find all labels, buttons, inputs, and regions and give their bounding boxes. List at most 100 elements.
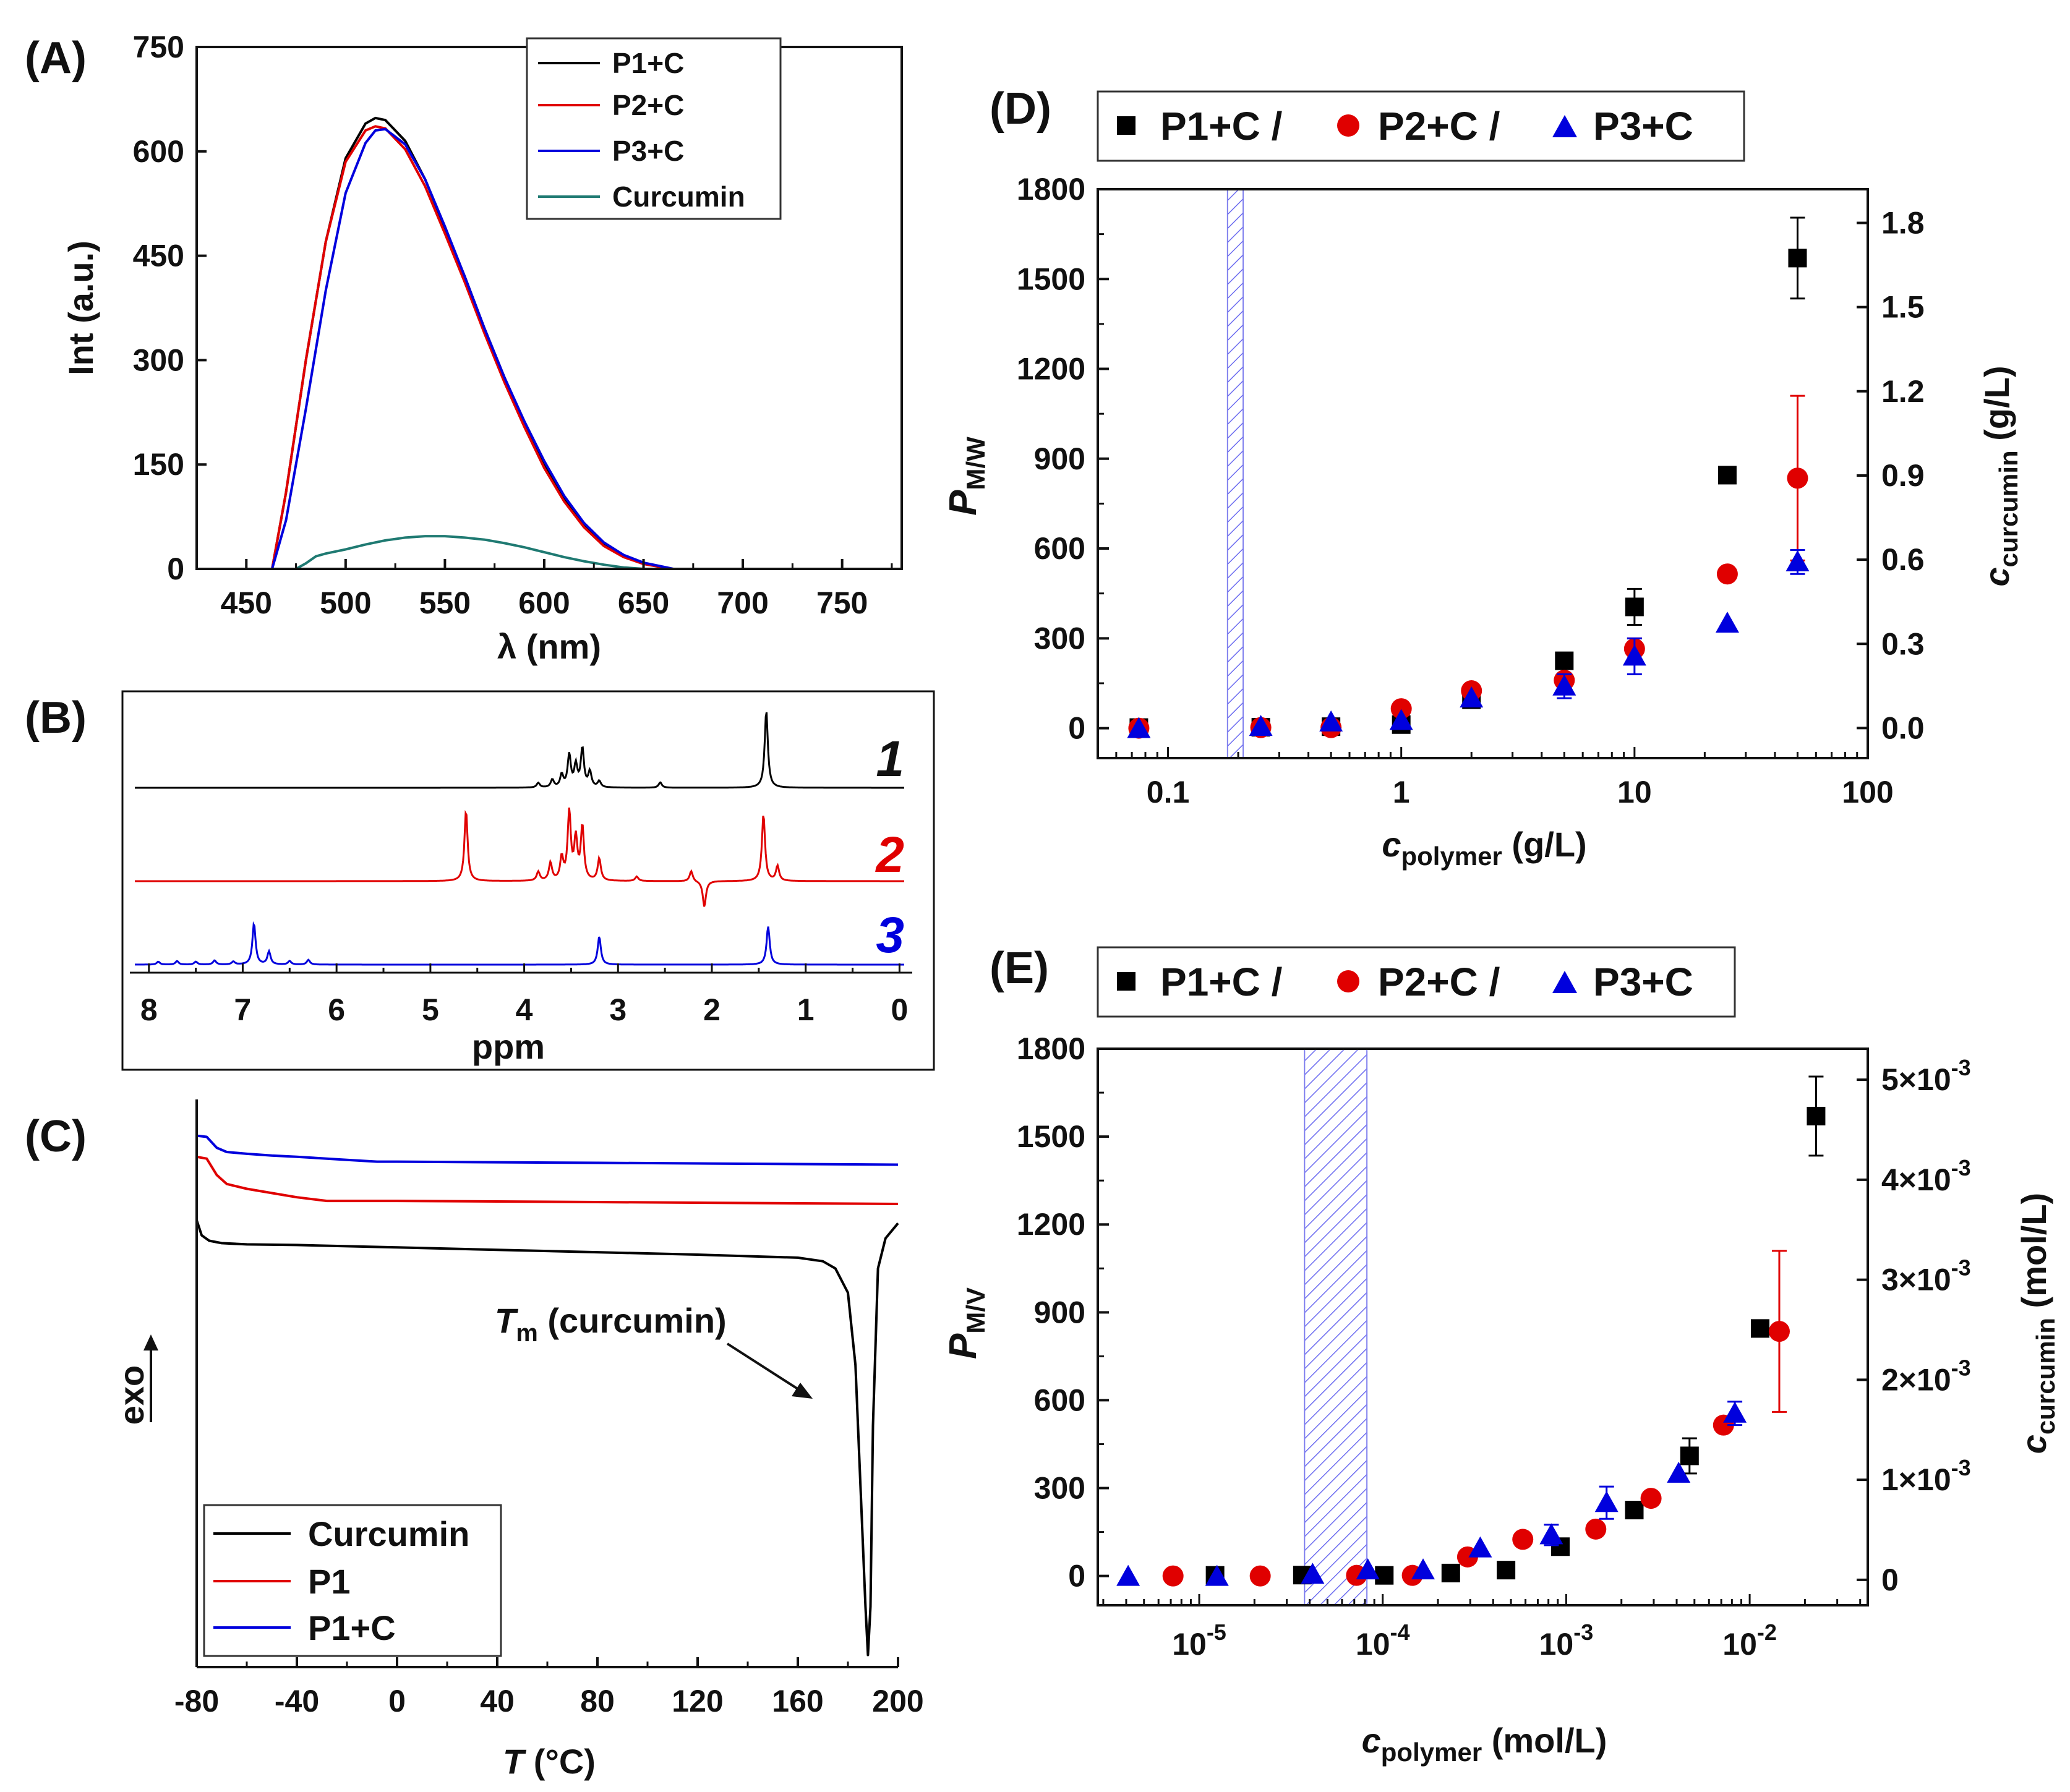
- x-tick-label: 450: [221, 586, 272, 620]
- panel-b-frame: [121, 690, 935, 1071]
- y2-tick-label: 0.3: [1881, 626, 1925, 661]
- x-tick-label: 8: [140, 992, 158, 1027]
- panel-c: (C) -80 -40 0 40 80 120 160 200 T (°C) exo Tm (…: [25, 1099, 924, 1781]
- panel-e-y-axis-label: PM/V: [942, 1287, 990, 1359]
- panel-a-legend: P1+C P2+C P3+C Curcumin: [526, 37, 782, 220]
- data-point-p3-c: [1249, 715, 1273, 736]
- legend-e-p1c: P1+C /: [1160, 960, 1283, 1004]
- x-tick-label: 100: [1842, 775, 1893, 809]
- data-point-p1-c: [1441, 1563, 1460, 1582]
- legend-marker-triangle-icon: [1552, 115, 1577, 137]
- legend-label-p1-dsc: P1: [308, 1562, 351, 1601]
- x-tick-label: 3: [609, 992, 627, 1027]
- panel-e-legend: P1+C / P2+C / P3+C: [1097, 946, 1736, 1018]
- x-tick-label: 5: [422, 992, 439, 1027]
- x-tick-label: 0: [891, 992, 909, 1027]
- dsc-line-p1-c: [196, 1134, 899, 1166]
- y2-tick-label: 0.9: [1881, 458, 1925, 493]
- y2-tick-label: 1×10-3: [1881, 1455, 1971, 1497]
- panel-a-y-axis-label: Int (a.u.): [61, 241, 100, 375]
- data-point-p3-c: [1319, 710, 1343, 732]
- data-point-p3-c: [1389, 709, 1413, 730]
- x-tick-label: 500: [320, 586, 371, 620]
- panel-d-x-axis-label: cpolymer (g/L): [1382, 825, 1586, 871]
- panel-c-ticks: -80 -40 0 40 80 120 160 200: [174, 1657, 924, 1718]
- data-point-p2-c: [1585, 1518, 1607, 1540]
- data-point-p1-c: [1497, 1561, 1516, 1580]
- y-tick-label: 900: [1034, 442, 1085, 476]
- panel-a-ticks: 450 500 550 600 650 700 750 0 150 300 450 600 750: [133, 30, 893, 620]
- x-tick-label: 10: [1617, 775, 1652, 809]
- y2-tick-label: 3×10-3: [1881, 1255, 1971, 1297]
- panel-a-plot-lines: [271, 116, 674, 570]
- legend-d-p3c: P3+C: [1593, 104, 1693, 148]
- x-tick-label: 6: [328, 992, 345, 1027]
- legend-marker-square-icon: [1117, 972, 1136, 991]
- panel-c-plot-lines: [195, 1134, 899, 1657]
- y-tick-label: 450: [133, 239, 184, 273]
- legend-label-curcumin-dsc: Curcumin: [308, 1514, 469, 1553]
- panel-a-legend-box: [526, 37, 782, 220]
- data-point-p2-c: [1716, 563, 1738, 585]
- panel-d: (D) P1+C / P2+C / P3+C 0.1 1 10 100 0 300 600 9…: [942, 84, 2023, 871]
- y-tick-label: 0: [1068, 1559, 1085, 1594]
- data-point-p3-c: [1552, 674, 1576, 696]
- x-tick-label: 4: [516, 992, 533, 1027]
- panel-c-y-axis-label: exo: [112, 1365, 151, 1425]
- panel-d-plot-frame: [1097, 188, 1869, 759]
- y2-tick-label: 1.2: [1881, 374, 1925, 409]
- data-point-p3-c: [1127, 717, 1151, 738]
- legend-e-p3c: P3+C: [1593, 960, 1693, 1004]
- panel-d-ticks: 0.1 1 10 100 0 300 600 900 1200 1500 1800 0.0 0.3 0.6…: [1017, 172, 1925, 809]
- y2-tick-label: 0: [1881, 1563, 1899, 1597]
- x-tick-label: 650: [618, 586, 669, 620]
- data-point-p3-c: [1460, 686, 1484, 708]
- x-tick-label: 2: [703, 992, 721, 1027]
- shaded-region: [1226, 189, 1244, 759]
- series-line-p3-c: [271, 127, 674, 570]
- x-tick-label: 600: [518, 586, 570, 620]
- panel-a-letter: (A): [25, 33, 87, 83]
- x-tick-label: 200: [872, 1684, 923, 1718]
- x-tick-label: 0.1: [1147, 775, 1190, 809]
- x-tick-label: 10-2: [1722, 1619, 1777, 1662]
- legend-label-curcumin: Curcumin: [612, 181, 745, 213]
- nmr-spectrum-2: [135, 807, 904, 907]
- legend-label-p1c: P1+C: [612, 47, 684, 79]
- data-point-p3-c: [1715, 612, 1739, 633]
- data-point-p3-c: [1205, 1564, 1229, 1586]
- panel-c-letter: (C): [25, 1112, 87, 1161]
- tm-annotation-arrow-head-icon: [792, 1383, 813, 1399]
- x-tick-label: 0: [388, 1684, 406, 1718]
- legend-label-p3c: P3+C: [612, 135, 684, 167]
- data-point-p1-c: [1788, 249, 1807, 268]
- shaded-region: [1304, 1048, 1368, 1606]
- panel-e: (E) P1+C / P2+C / P3+C 10-5 10-4 10-3 10-2 0…: [942, 944, 2060, 1767]
- panel-e-plot-frame: [1097, 1047, 1869, 1606]
- panel-e-y2-axis-label: ccurcumin (mol/L): [2014, 1193, 2060, 1454]
- y-tick-label: 600: [1034, 531, 1085, 566]
- data-point-p1-c: [1625, 597, 1644, 617]
- y-tick-label: 1800: [1017, 1031, 1085, 1066]
- panel-c-x-axis-label: T (°C): [503, 1742, 596, 1781]
- spectrum-label-3: 3: [876, 907, 904, 963]
- panel-c-legend: Curcumin P1 P1+C: [203, 1504, 502, 1657]
- data-point-p3-c: [1356, 1558, 1380, 1580]
- nmr-spectrum-3: [135, 921, 904, 966]
- y-tick-label: 600: [1034, 1383, 1085, 1417]
- panel-e-plot-area: [1116, 1048, 1826, 1606]
- data-point-p3-c: [1786, 550, 1810, 571]
- x-tick-label: 10-5: [1172, 1619, 1226, 1662]
- legend-d-p1c: P1+C /: [1160, 104, 1283, 148]
- data-point-p3-c: [1411, 1558, 1435, 1580]
- panel-e-ticks: 10-5 10-4 10-3 10-2 0 300 600 900 1200 1500 1800 0 1…: [1017, 1031, 1971, 1662]
- y-tick-label: 600: [133, 134, 184, 169]
- y-tick-label: 750: [133, 30, 184, 64]
- y-tick-label: 1200: [1017, 1207, 1085, 1242]
- dsc-line-curcumin: [195, 1219, 899, 1657]
- data-point-p1-c: [1680, 1446, 1699, 1466]
- data-point-p3-c: [1667, 1461, 1691, 1483]
- legend-label-p2c: P2+C: [612, 89, 684, 121]
- x-tick-label: 160: [772, 1684, 823, 1718]
- panel-d-y-axis-label: PM/W: [942, 437, 990, 516]
